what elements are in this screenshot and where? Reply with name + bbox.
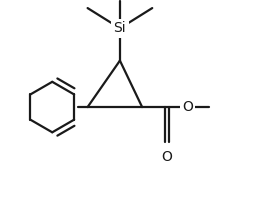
Text: Si: Si bbox=[114, 21, 126, 35]
Text: O: O bbox=[162, 150, 173, 164]
Text: O: O bbox=[182, 100, 193, 114]
